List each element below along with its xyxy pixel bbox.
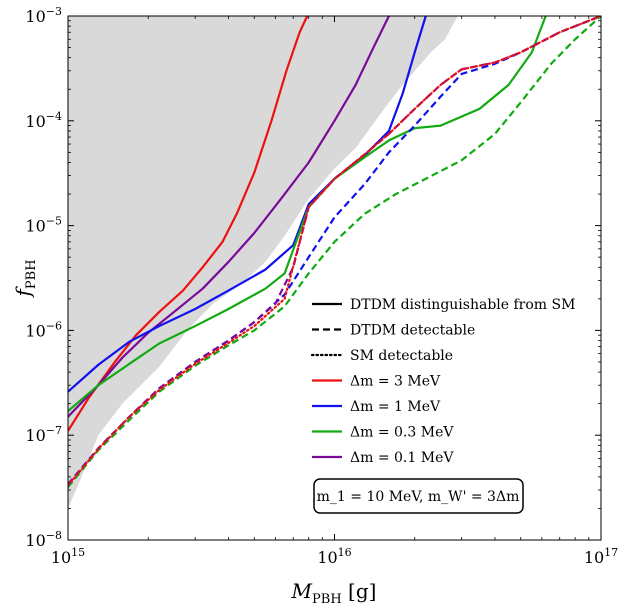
y-tick-label: 10−7 xyxy=(25,424,62,445)
y-tick-label: 10−5 xyxy=(25,215,62,236)
legend-label-0: DTDM distinguishable from SM xyxy=(350,297,575,313)
y-tick-label: 10−3 xyxy=(25,5,62,26)
legend: DTDM distinguishable from SM DTDM detecta… xyxy=(310,297,575,514)
series-line-0 xyxy=(68,16,309,432)
x-tick-label: 1017 xyxy=(584,546,618,567)
x-tick-label: 1016 xyxy=(317,546,351,567)
x-tick-label: 1015 xyxy=(51,546,85,567)
legend-label-5: Δm = 0.3 MeV xyxy=(350,425,454,441)
annotation-box xyxy=(313,478,524,514)
legend-label-2: SM detectable xyxy=(350,348,453,364)
y-tick-label: 10−8 xyxy=(25,529,62,550)
legend-label-4: Δm = 1 MeV xyxy=(350,399,441,415)
series-line-1 xyxy=(68,16,390,418)
y-tick-label: 10−4 xyxy=(25,110,62,131)
excluded-region-layer xyxy=(68,16,458,509)
tick-layer: 1015 1016 1017 10−8 10−7 10−6 10−5 10−4 10−3 xyxy=(25,5,618,567)
series-line-6 xyxy=(68,16,601,488)
series-line-2 xyxy=(68,16,427,393)
legend-label-6: Δm = 0.1 MeV xyxy=(350,450,454,466)
excluded-region xyxy=(68,16,458,509)
x-axis-label: MPBH [g] xyxy=(291,579,377,607)
annotation-text: m_1 = 10 MeV, m_W' = 3Δm xyxy=(317,489,520,505)
y-tick-label: 10−6 xyxy=(25,319,62,340)
legend-label-3: Δm = 3 MeV xyxy=(350,374,441,390)
series-layer xyxy=(68,16,601,488)
series-line-7 xyxy=(68,16,601,487)
legend-label-1: DTDM detectable xyxy=(350,323,475,339)
y-axis-label: fPBH xyxy=(11,259,39,298)
